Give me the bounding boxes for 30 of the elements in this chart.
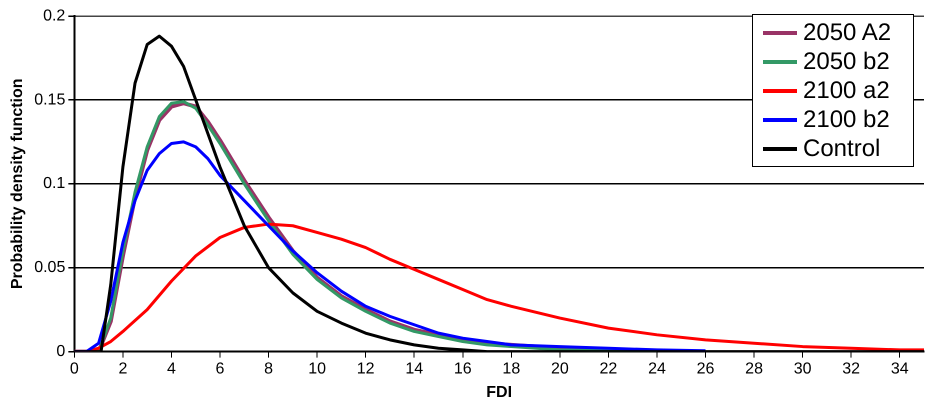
y-tick-label: 0.15 bbox=[34, 91, 66, 108]
x-tick-label: 30 bbox=[794, 360, 812, 378]
x-tick-label: 10 bbox=[308, 360, 326, 378]
x-axis-title: FDI bbox=[486, 384, 512, 401]
x-tick-label: 32 bbox=[842, 360, 860, 378]
x-tick-label: 20 bbox=[550, 360, 569, 378]
legend-label: 2050 b2 bbox=[803, 47, 890, 76]
x-tick-label: 8 bbox=[264, 360, 274, 378]
x-tick-label: 18 bbox=[502, 360, 520, 378]
y-axis-title: Probability density function bbox=[9, 78, 26, 290]
x-tick-label: 28 bbox=[745, 360, 764, 378]
legend-label: 2100 b2 bbox=[803, 105, 890, 134]
x-tick-label: 22 bbox=[600, 360, 618, 378]
x-tick-label: 24 bbox=[648, 360, 666, 378]
legend-label: Control bbox=[803, 134, 880, 163]
legend-label: 2100 a2 bbox=[803, 76, 890, 105]
x-tick-label: 12 bbox=[356, 360, 375, 378]
x-tick-label: 4 bbox=[166, 360, 176, 378]
x-tick-label: 0 bbox=[70, 360, 79, 378]
x-tick-label: 16 bbox=[454, 360, 472, 378]
x-tick-label: 2 bbox=[118, 360, 128, 378]
x-tick-label: 6 bbox=[216, 360, 225, 378]
legend-label: 2050 A2 bbox=[803, 18, 892, 47]
y-tick-label: 0.05 bbox=[34, 259, 66, 276]
x-tick-label: 34 bbox=[890, 360, 909, 378]
x-tick-label: 26 bbox=[696, 360, 715, 378]
x-tick-label: 14 bbox=[405, 360, 424, 378]
y-tick-label: 0.2 bbox=[43, 7, 66, 24]
y-tick-label: 0.1 bbox=[43, 175, 66, 192]
y-tick-label: 0 bbox=[56, 343, 66, 360]
